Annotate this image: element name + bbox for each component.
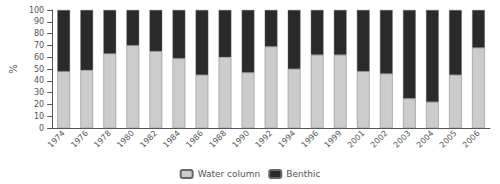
svg-text:1996: 1996 bbox=[300, 129, 321, 150]
svg-text:1974: 1974 bbox=[46, 129, 67, 150]
svg-text:2003: 2003 bbox=[392, 129, 413, 150]
svg-text:50: 50 bbox=[34, 65, 44, 74]
svg-text:1990: 1990 bbox=[230, 129, 251, 150]
svg-text:2004: 2004 bbox=[415, 129, 436, 150]
svg-text:60: 60 bbox=[34, 53, 44, 62]
svg-text:1992: 1992 bbox=[254, 129, 275, 150]
svg-text:Water column: Water column bbox=[198, 169, 261, 179]
svg-text:1986: 1986 bbox=[184, 129, 205, 150]
svg-text:0: 0 bbox=[39, 124, 44, 133]
svg-text:70: 70 bbox=[34, 41, 44, 50]
svg-text:1994: 1994 bbox=[277, 129, 298, 150]
svg-text:1976: 1976 bbox=[69, 129, 90, 150]
svg-text:1999: 1999 bbox=[323, 129, 344, 150]
svg-text:1982: 1982 bbox=[138, 129, 159, 150]
svg-text:2005: 2005 bbox=[438, 129, 459, 150]
svg-text:10: 10 bbox=[34, 112, 44, 121]
svg-text:20: 20 bbox=[34, 100, 44, 109]
svg-text:80: 80 bbox=[34, 29, 44, 38]
svg-text:2002: 2002 bbox=[369, 129, 390, 150]
svg-text:1988: 1988 bbox=[207, 129, 228, 150]
svg-text:40: 40 bbox=[34, 76, 44, 85]
svg-text:%: % bbox=[8, 64, 19, 74]
svg-text:1984: 1984 bbox=[161, 129, 182, 150]
svg-text:1978: 1978 bbox=[92, 129, 113, 150]
svg-text:2006: 2006 bbox=[461, 129, 482, 150]
svg-text:Benthic: Benthic bbox=[286, 169, 320, 179]
svg-text:90: 90 bbox=[34, 17, 44, 26]
svg-text:30: 30 bbox=[34, 88, 44, 97]
svg-text:2001: 2001 bbox=[346, 129, 367, 150]
svg-text:1980: 1980 bbox=[115, 129, 136, 150]
svg-text:100: 100 bbox=[29, 6, 44, 15]
